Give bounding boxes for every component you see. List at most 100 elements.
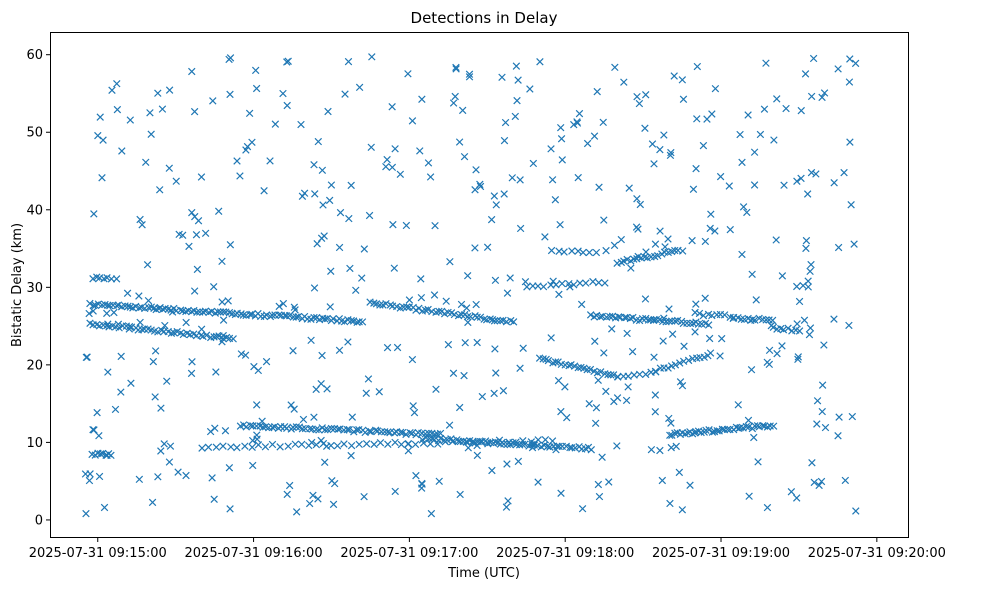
- clutter-point: [218, 338, 226, 346]
- clutter-point: [651, 240, 660, 248]
- clutter-point: [738, 158, 746, 167]
- track-point: [355, 440, 363, 449]
- clutter-point: [804, 283, 813, 291]
- clutter-point: [113, 79, 121, 88]
- clutter-point: [566, 283, 574, 291]
- clutter-point: [818, 93, 826, 102]
- clutter-point: [143, 260, 152, 269]
- track-point: [321, 426, 329, 434]
- clutter-point: [312, 385, 320, 394]
- track-point: [576, 279, 584, 287]
- clutter-point: [821, 423, 830, 432]
- clutter-point: [511, 112, 520, 121]
- clutter-point: [476, 182, 485, 191]
- track-point: [270, 422, 279, 431]
- clutter-point: [590, 132, 599, 140]
- clutter-point: [307, 336, 315, 345]
- y-tick-label: 40: [26, 203, 43, 218]
- track-point: [436, 434, 445, 443]
- clutter-point: [249, 461, 257, 470]
- x-tick-label: 2025-07-31 09:18:00: [496, 546, 634, 561]
- x-tick-label: 2025-07-31 09:15:00: [29, 546, 167, 561]
- track-point: [769, 422, 778, 430]
- track-point: [486, 438, 495, 447]
- clutter-point: [592, 404, 601, 412]
- clutter-point: [748, 270, 756, 279]
- clutter-point: [218, 257, 226, 266]
- clutter-point: [624, 383, 632, 391]
- clutter-point: [464, 444, 473, 452]
- clutter-point: [648, 140, 657, 148]
- track-point: [742, 422, 751, 431]
- clutter-point: [224, 297, 232, 305]
- clutter-point: [678, 76, 687, 84]
- clutter-point: [298, 192, 307, 200]
- clutter-point: [747, 316, 755, 325]
- clutter-point: [416, 147, 424, 155]
- clutter-point: [782, 104, 790, 113]
- track-point: [241, 442, 249, 450]
- clutter-point: [424, 159, 433, 167]
- clutter-point: [355, 83, 364, 92]
- clutter-point: [90, 210, 98, 218]
- track-point: [103, 274, 111, 282]
- clutter-point: [208, 474, 216, 482]
- clutter-point: [595, 492, 604, 501]
- clutter-point: [300, 189, 309, 197]
- clutter-point: [488, 315, 497, 324]
- clutter-point: [628, 347, 637, 356]
- track-point: [476, 313, 485, 321]
- track-point: [665, 317, 673, 326]
- track-point: [367, 427, 375, 436]
- clutter-point: [151, 347, 160, 355]
- clutter-point: [703, 115, 711, 123]
- track-point: [352, 426, 361, 434]
- clutter-point: [118, 147, 126, 155]
- clutter-point: [430, 291, 439, 299]
- clutter-point: [574, 173, 582, 182]
- track-point: [370, 440, 378, 449]
- clutter-point: [402, 221, 411, 230]
- clutter-point: [561, 383, 569, 391]
- track-point: [358, 318, 367, 326]
- clutter-point: [471, 186, 479, 194]
- clutter-point: [135, 475, 144, 484]
- clutter-point: [502, 503, 511, 511]
- clutter-point: [602, 246, 610, 255]
- clutter-point: [154, 89, 162, 97]
- clutter-point: [112, 275, 121, 283]
- clutter-point: [610, 241, 619, 250]
- track-point: [496, 316, 505, 325]
- track-point: [543, 442, 552, 451]
- track-point: [268, 423, 277, 432]
- clutter-point: [598, 453, 606, 461]
- track-point: [292, 313, 300, 321]
- track-point: [268, 440, 277, 449]
- clutter-point: [820, 89, 829, 97]
- track-point: [542, 355, 550, 364]
- clutter-point: [464, 318, 472, 327]
- clutter-point: [136, 215, 144, 224]
- clutter-point: [136, 318, 144, 327]
- clutter-point: [691, 328, 699, 336]
- track-point: [124, 302, 132, 310]
- track-point: [248, 443, 256, 452]
- track-point: [219, 308, 228, 316]
- clutter-point: [647, 445, 656, 454]
- clutter-point: [554, 376, 563, 385]
- track-point: [720, 311, 729, 319]
- clutter-point: [221, 427, 230, 435]
- clutter-point: [773, 95, 781, 103]
- track-point: [262, 311, 271, 319]
- clutter-point: [236, 172, 244, 180]
- clutter-point: [279, 89, 287, 98]
- clutter-point: [344, 57, 353, 66]
- track-point: [261, 443, 270, 451]
- clutter-point: [754, 458, 762, 466]
- clutter-point: [802, 244, 810, 253]
- clutter-point: [793, 282, 801, 291]
- clutter-point: [536, 57, 544, 66]
- clutter-point: [736, 130, 744, 139]
- clutter-point: [573, 119, 582, 127]
- clutter-point: [347, 181, 355, 190]
